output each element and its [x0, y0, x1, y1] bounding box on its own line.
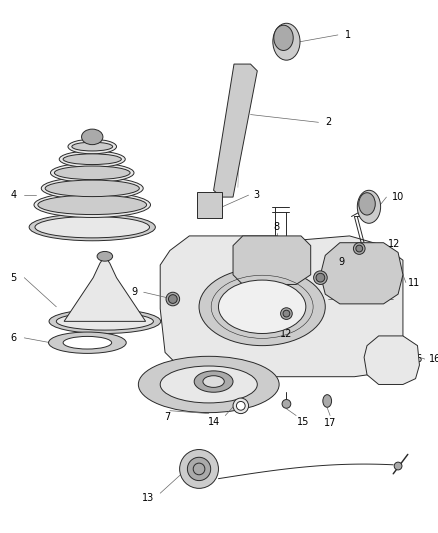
Text: 15: 15	[297, 417, 309, 427]
Ellipse shape	[219, 280, 306, 334]
Ellipse shape	[281, 308, 292, 319]
Ellipse shape	[38, 195, 147, 215]
Ellipse shape	[68, 139, 117, 154]
Polygon shape	[364, 336, 420, 384]
Polygon shape	[64, 256, 146, 321]
Text: 2: 2	[325, 117, 331, 127]
Ellipse shape	[274, 25, 293, 51]
Ellipse shape	[199, 268, 325, 345]
Ellipse shape	[59, 151, 125, 167]
Text: 8: 8	[274, 222, 280, 232]
Text: 1: 1	[345, 30, 351, 40]
Ellipse shape	[63, 154, 121, 165]
Ellipse shape	[359, 193, 375, 215]
Ellipse shape	[54, 166, 130, 180]
Ellipse shape	[323, 394, 332, 407]
Text: 4: 4	[11, 190, 17, 200]
Text: 10: 10	[392, 192, 404, 202]
Ellipse shape	[49, 332, 126, 353]
Ellipse shape	[353, 243, 365, 254]
Ellipse shape	[81, 129, 103, 144]
Text: 9: 9	[131, 287, 137, 297]
Ellipse shape	[187, 457, 211, 481]
Polygon shape	[214, 64, 257, 197]
Text: 17: 17	[324, 418, 336, 429]
Ellipse shape	[316, 273, 325, 282]
Ellipse shape	[49, 309, 161, 334]
Text: 9: 9	[339, 257, 345, 267]
Ellipse shape	[314, 271, 327, 285]
Ellipse shape	[35, 216, 149, 238]
Ellipse shape	[57, 313, 153, 330]
Polygon shape	[160, 236, 403, 377]
Text: 12: 12	[280, 329, 293, 339]
Ellipse shape	[29, 214, 155, 241]
Text: 3: 3	[253, 190, 259, 200]
Ellipse shape	[97, 252, 113, 261]
Ellipse shape	[194, 371, 233, 392]
Text: 5: 5	[11, 273, 17, 282]
Ellipse shape	[283, 310, 290, 317]
Ellipse shape	[50, 163, 134, 182]
Ellipse shape	[41, 177, 143, 199]
Polygon shape	[233, 236, 311, 285]
Text: 11: 11	[407, 278, 420, 287]
Ellipse shape	[356, 245, 363, 252]
Ellipse shape	[237, 401, 245, 410]
Text: 16: 16	[429, 354, 438, 364]
Ellipse shape	[166, 292, 180, 306]
Ellipse shape	[138, 357, 279, 413]
Text: 14: 14	[208, 417, 220, 427]
Ellipse shape	[34, 192, 151, 217]
Ellipse shape	[357, 190, 381, 223]
Ellipse shape	[169, 295, 177, 303]
Ellipse shape	[72, 142, 113, 151]
Ellipse shape	[63, 336, 112, 349]
Ellipse shape	[282, 400, 291, 408]
Polygon shape	[197, 192, 223, 219]
Ellipse shape	[394, 462, 402, 470]
Text: 6: 6	[11, 333, 17, 343]
Text: 12: 12	[388, 239, 400, 249]
Text: 13: 13	[141, 493, 154, 503]
Text: 7: 7	[164, 413, 170, 423]
Polygon shape	[321, 243, 403, 304]
Ellipse shape	[203, 376, 224, 387]
Text: 16: 16	[411, 354, 424, 364]
Ellipse shape	[160, 366, 257, 403]
Ellipse shape	[233, 398, 248, 414]
Ellipse shape	[45, 180, 139, 197]
Ellipse shape	[180, 449, 219, 488]
Ellipse shape	[273, 23, 300, 60]
Ellipse shape	[193, 463, 205, 475]
